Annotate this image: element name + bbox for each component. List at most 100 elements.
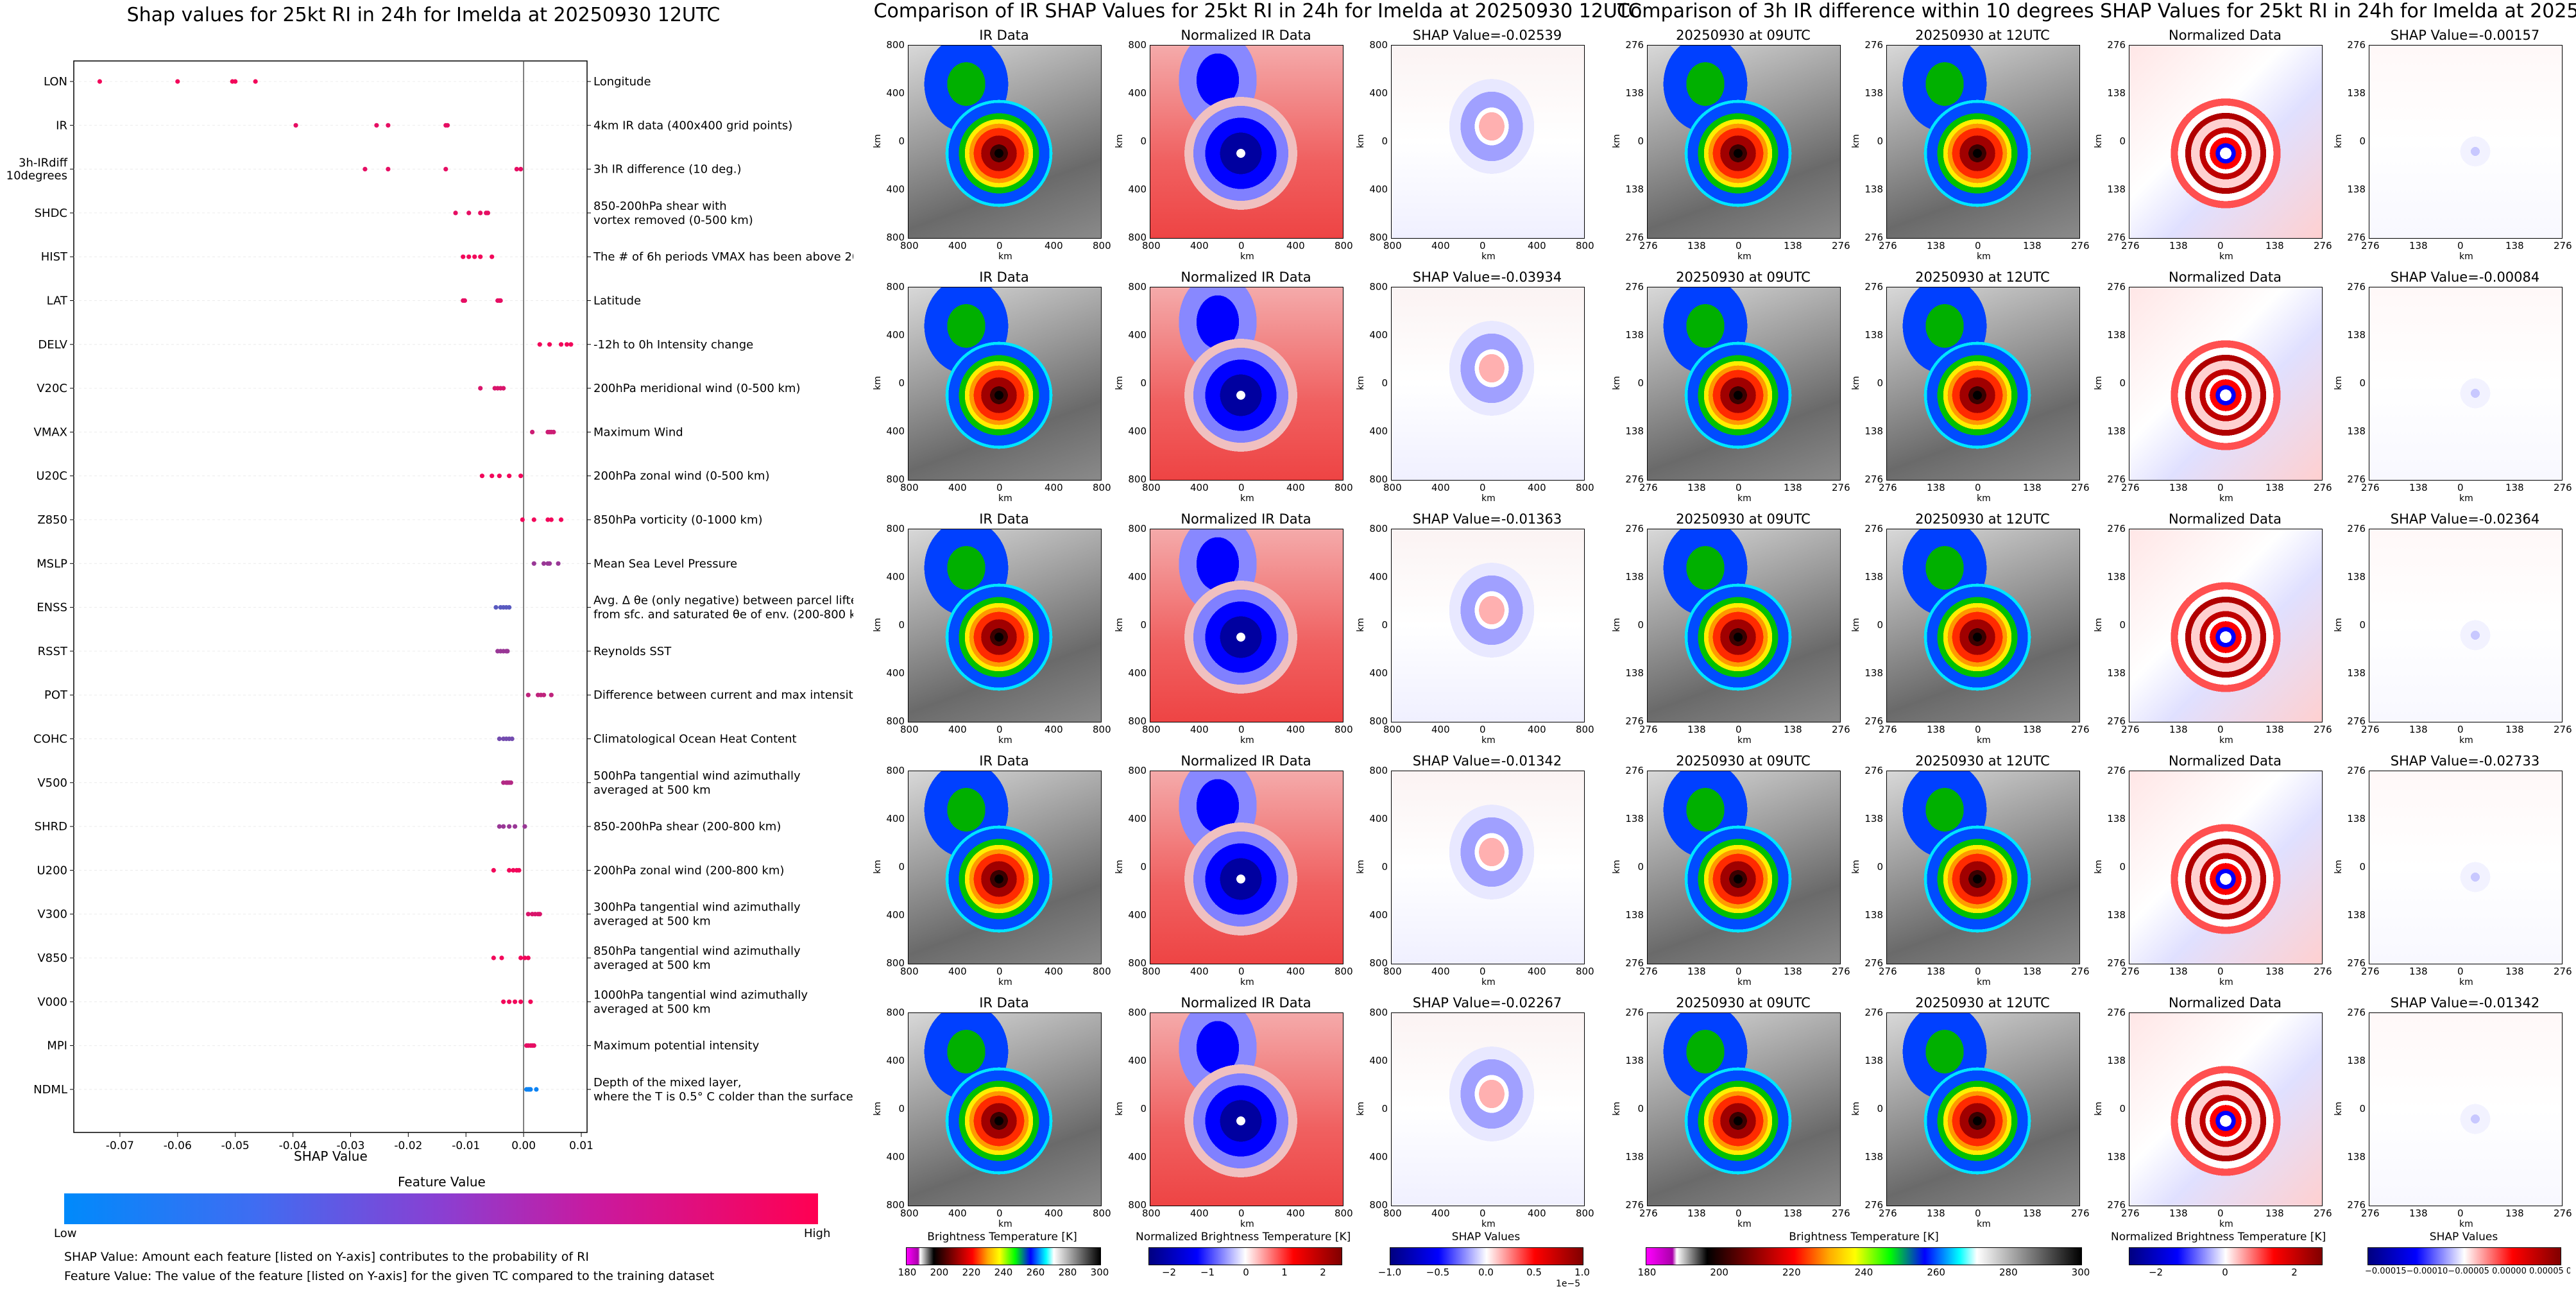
- feature-description: Avg. Δ θe (only negative) between parcel…: [593, 594, 853, 622]
- feature-description: 200hPa meridional wind (0-500 km): [593, 382, 800, 395]
- y-tick-label: 276: [2107, 1007, 2126, 1018]
- y-tick-label: 0: [1637, 861, 1644, 873]
- x-tick-label: 138: [2505, 482, 2524, 493]
- y-axis-label: km: [1355, 376, 1366, 390]
- y-axis-label: km: [1850, 1102, 1861, 1116]
- x-axis-label: km: [2459, 1219, 2473, 1229]
- y-tick-label: 0: [898, 1103, 905, 1114]
- y-tick-label: 400: [1369, 329, 1388, 341]
- x-tick-label: 276: [2361, 1208, 2380, 1219]
- colorbar-tick-label: 300: [1090, 1267, 1109, 1278]
- ir-shap-panel: [1391, 771, 1585, 964]
- shap-point: [461, 254, 466, 259]
- shap-point: [541, 561, 547, 566]
- y-tick-label: 800: [1128, 523, 1147, 534]
- panel-title: 20250930 at 12UTC: [1915, 28, 2050, 43]
- shap-point: [499, 955, 504, 960]
- ir-12utc-panel: [1886, 1012, 2080, 1206]
- y-axis-label: km: [872, 618, 883, 632]
- x-tick-label: 138: [2265, 240, 2284, 252]
- y-tick-label: 138: [1625, 571, 1644, 583]
- shap-point: [501, 824, 506, 829]
- colorbar-tick-label: 1.0: [1574, 1267, 1590, 1278]
- shap-point: [478, 254, 483, 259]
- y-tick-label: 400: [1128, 1055, 1147, 1066]
- y-tick-label: 276: [2347, 232, 2366, 243]
- shap-panel-title: SHAP Value=-0.02364: [2390, 511, 2540, 527]
- normalized-ir-panel: [1150, 529, 1343, 722]
- shap-point: [485, 210, 490, 216]
- shap-point: [549, 692, 554, 697]
- panel-title: IR Data: [979, 753, 1029, 769]
- panel-title: 20250930 at 09UTC: [1676, 28, 1811, 43]
- x-tick-label: 138: [1927, 724, 1945, 735]
- panel-title: 20250930 at 12UTC: [1915, 995, 2050, 1011]
- y-tick-label: 138: [1864, 909, 1883, 921]
- mid-bt-colorbar: [906, 1247, 1101, 1265]
- y-tick-label: 800: [1369, 523, 1388, 534]
- right-nbt-colorbar-title: Normalized Brightness Temperature [K]: [2111, 1231, 2326, 1243]
- y-tick-label: 0: [2119, 377, 2126, 389]
- shap-point: [490, 474, 495, 479]
- mid-shap-colorbar: [1390, 1247, 1583, 1265]
- y-tick-label: 800: [886, 474, 905, 485]
- feature-label: Z850: [37, 513, 67, 527]
- x-tick-label: 800: [1093, 1208, 1111, 1219]
- ir-12utc-panel: [1886, 287, 2080, 481]
- shap-panel-title: SHAP Value=-0.01342: [1412, 753, 1562, 769]
- y-tick-label: 276: [2107, 765, 2126, 776]
- ir-09utc-panel: [1647, 287, 1841, 481]
- x-tick-label: 276: [1832, 240, 1850, 252]
- x-tick-label: 276: [2121, 240, 2140, 252]
- x-tick-label: 276: [2554, 482, 2572, 493]
- x-tick-label: 138: [2169, 1208, 2188, 1219]
- panel-title: Normalized IR Data: [1181, 995, 1311, 1011]
- y-axis-label: km: [1850, 376, 1861, 390]
- y-axis-label: km: [1850, 860, 1861, 874]
- x-tick-label: 400: [1431, 1208, 1450, 1219]
- x-axis-label: km: [2459, 252, 2473, 262]
- y-tick-label: 0: [1381, 135, 1388, 147]
- ir-12utc-panel: [1886, 529, 2080, 722]
- ir-data-panel: [908, 771, 1102, 964]
- x-tick-label: 276: [2554, 240, 2572, 252]
- normalized-diff-panel: [2129, 45, 2323, 239]
- ir-12utc-panel: [1886, 771, 2080, 964]
- y-tick-label: 800: [1369, 957, 1388, 969]
- x-tick-label: 400: [1286, 240, 1305, 252]
- y-tick-label: 276: [1864, 1199, 1883, 1211]
- panel-title: 20250930 at 09UTC: [1676, 753, 1811, 769]
- x-tick-label: 400: [948, 966, 967, 977]
- feature-label: V000: [37, 995, 67, 1009]
- shap-point: [528, 999, 533, 1004]
- y-tick-label: 800: [1128, 1007, 1147, 1018]
- y-axis-label: km: [1611, 134, 1622, 148]
- right-section-title: Comparison of 3h IR difference within 10…: [1617, 0, 2576, 22]
- colorbar-tick-label: 200: [1710, 1267, 1728, 1278]
- y-tick-label: 800: [1128, 765, 1147, 776]
- shap-point: [528, 1087, 533, 1092]
- x-tick-label: 0: [1238, 724, 1245, 735]
- shap-point: [97, 79, 103, 84]
- x-tick-label: 400: [1431, 240, 1450, 252]
- right-shap-ticks: −0.00015−0.00010−0.00005 0.00000 0.00005…: [2365, 1267, 2570, 1276]
- shap-point: [549, 517, 554, 522]
- shap-point: [516, 867, 522, 873]
- x-tick-label: 276: [2361, 966, 2380, 977]
- x-axis-label: km: [1737, 735, 1752, 746]
- y-tick-label: 0: [2119, 619, 2126, 631]
- x-axis-label: km: [1737, 493, 1752, 504]
- ir-09utc-panel: [1647, 771, 1841, 964]
- shap-point: [556, 561, 561, 566]
- shap-point: [253, 79, 258, 84]
- y-tick-label: 138: [2107, 1151, 2126, 1163]
- y-axis-label: km: [1114, 376, 1125, 390]
- y-axis-label: km: [2333, 134, 2344, 148]
- shap-point: [511, 867, 516, 873]
- x-tick-label: 276: [1879, 240, 1897, 252]
- y-tick-label: 0: [2359, 377, 2366, 389]
- y-tick-label: 138: [2107, 571, 2126, 583]
- panel-title: IR Data: [979, 995, 1029, 1011]
- y-tick-label: 400: [1128, 571, 1147, 583]
- y-tick-label: 138: [2107, 667, 2126, 679]
